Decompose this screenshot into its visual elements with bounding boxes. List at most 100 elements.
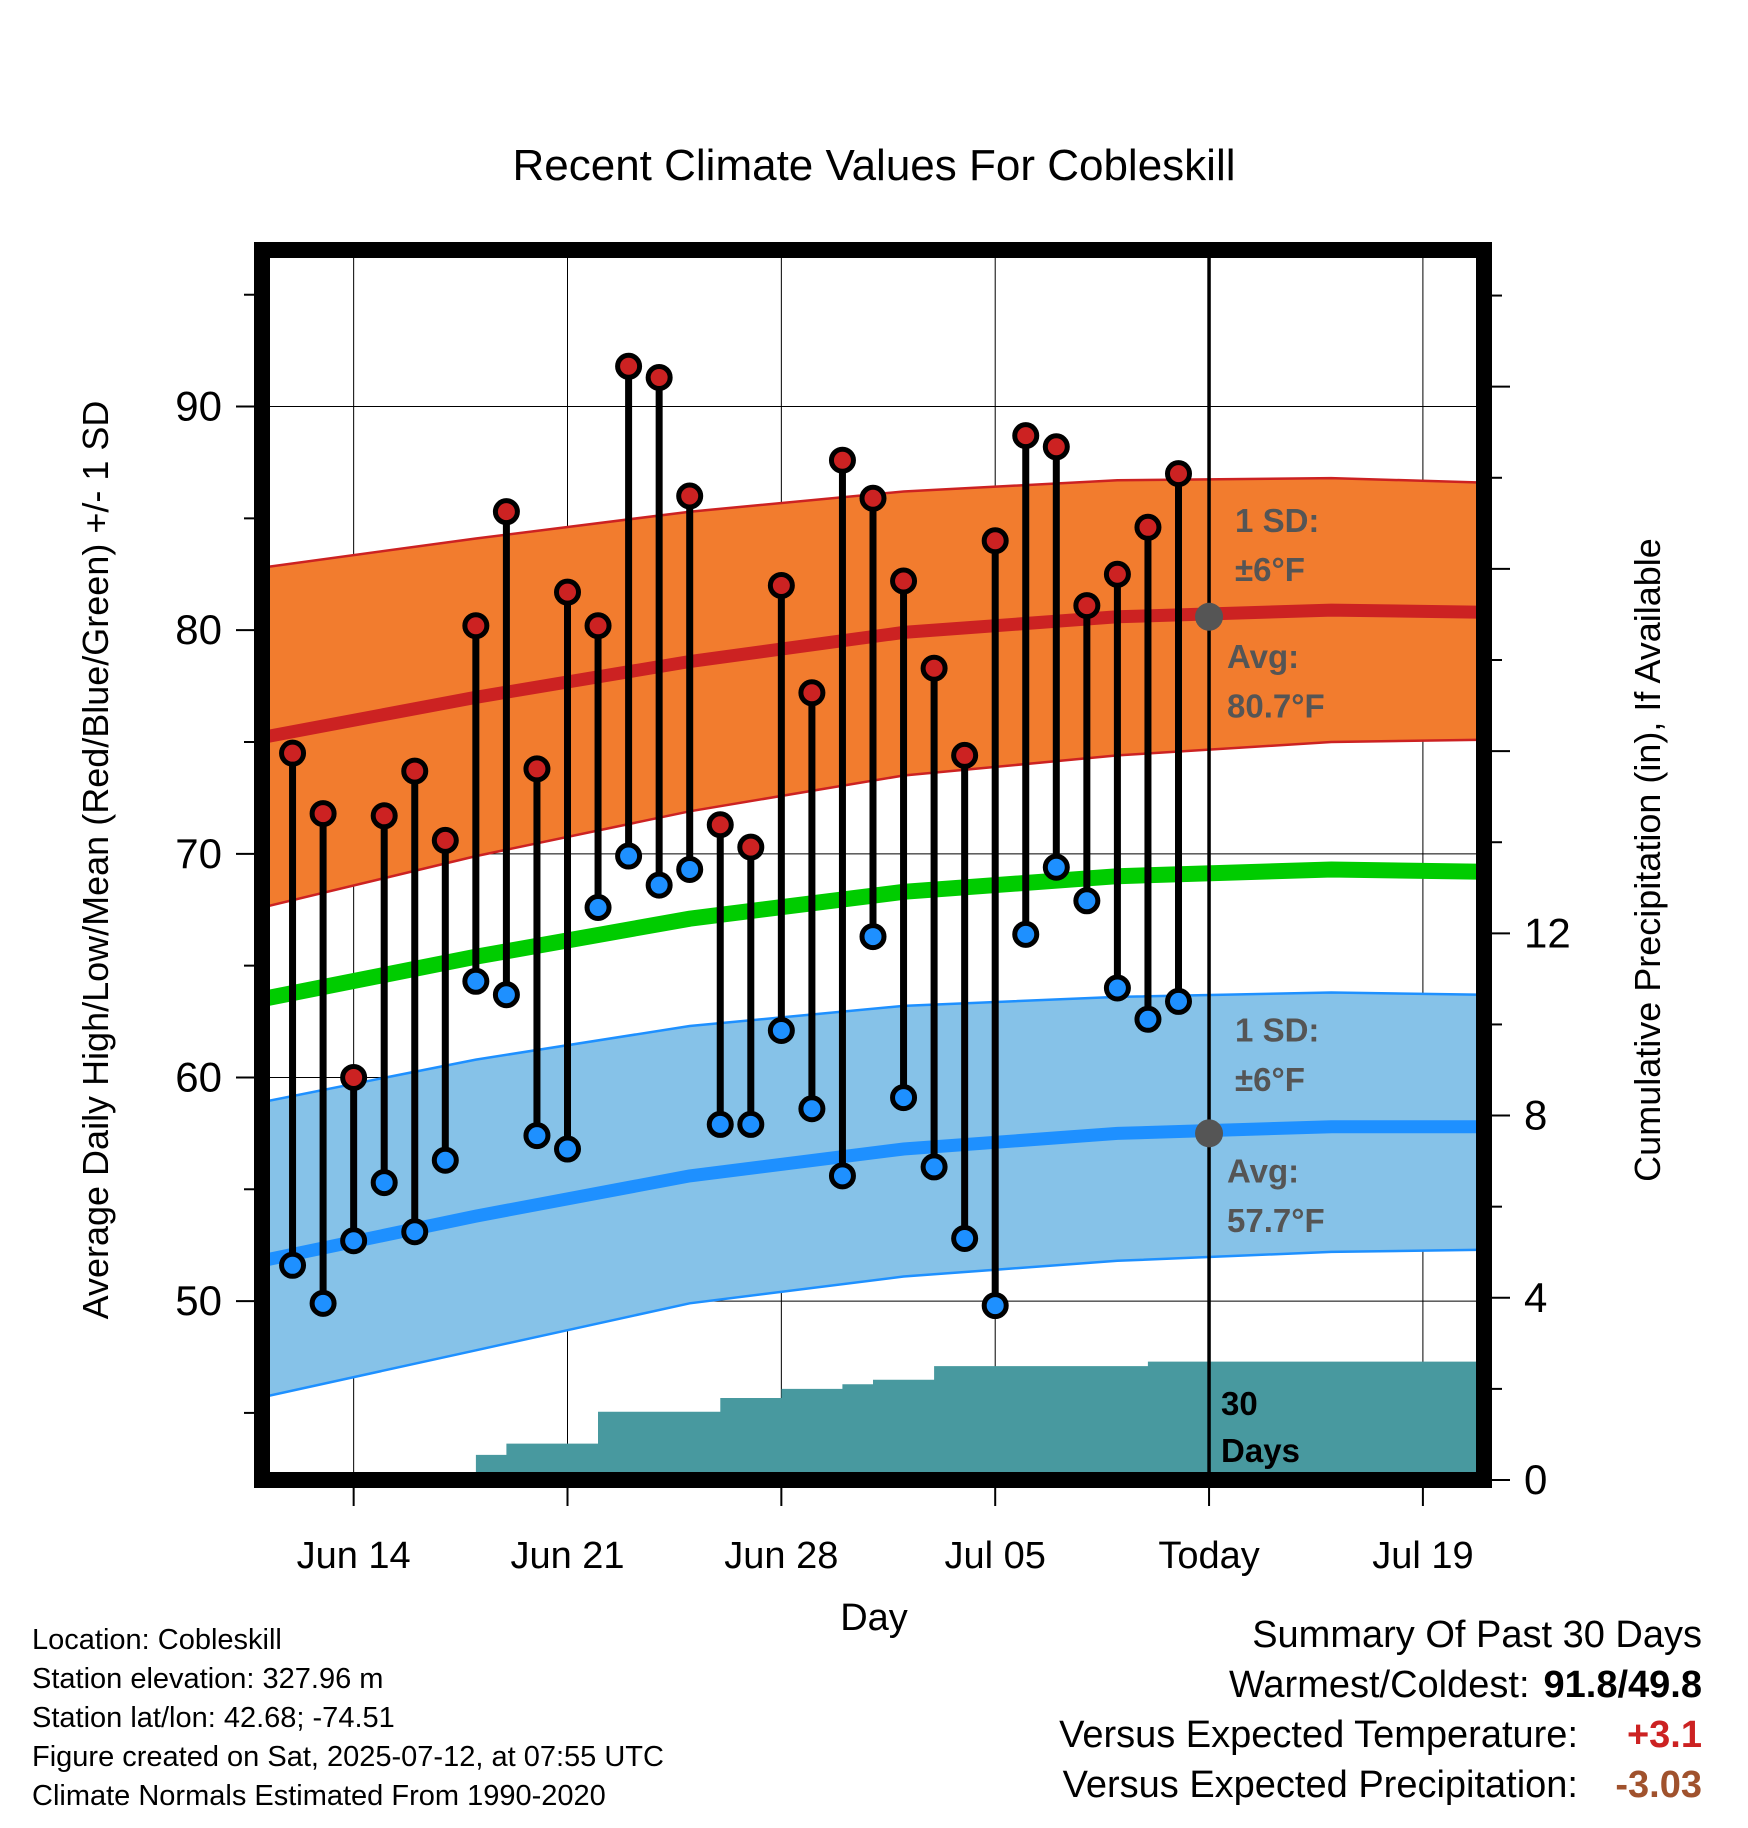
high-temp-point xyxy=(462,612,490,640)
summary-precip: Versus Expected Precipitation: -3.03 xyxy=(1059,1760,1702,1810)
low-temp-point xyxy=(1042,853,1070,881)
y2-tick-label: 12 xyxy=(1524,909,1571,956)
high-temp-point xyxy=(492,498,520,526)
elevation-text: Station elevation: 327.96 m xyxy=(32,1663,384,1695)
station-info: Location: Cobleskill Station elevation: … xyxy=(32,1621,664,1816)
low-temp-point xyxy=(920,1153,948,1181)
high-temp-point xyxy=(951,741,979,769)
low-temp-point xyxy=(737,1110,765,1138)
high-temp-point xyxy=(431,826,459,854)
low-sd-label: 1 SD: xyxy=(1235,1012,1319,1049)
temp-anomaly-label: Versus Expected Temperature: xyxy=(1059,1714,1578,1756)
summary-panel: Summary Of Past 30 Days Warmest/Coldest:… xyxy=(1059,1610,1702,1810)
warm-cold-value: 91.8/49.8 xyxy=(1543,1664,1702,1706)
high-temp-point xyxy=(1073,592,1101,620)
y-tick-label: 90 xyxy=(175,383,222,430)
x-tick-label: Jul 19 xyxy=(1372,1535,1473,1577)
y-axis-label: Average Daily High/Low/Mean (Red/Blue/Gr… xyxy=(75,401,116,1320)
y2-tick-label: 8 xyxy=(1524,1092,1547,1139)
high-temp-point xyxy=(920,654,948,682)
low-temp-point xyxy=(1134,1005,1162,1033)
high-temp-point xyxy=(279,739,307,767)
y-tick-label: 60 xyxy=(175,1053,222,1100)
low-temp-point xyxy=(584,893,612,921)
precip-area xyxy=(445,1361,1484,1480)
plot-area: 1 SD: ±6°F Avg: 80.7°F 1 SD: ±6°F Avg: 57.7°F 30… xyxy=(175,242,1571,1577)
high-temp-point xyxy=(1042,433,1070,461)
y-tick-label: 70 xyxy=(175,830,222,877)
x-tick-label: Jun 21 xyxy=(510,1535,624,1577)
high-sd-value: ±6°F xyxy=(1235,551,1305,588)
created-text: Figure created on Sat, 2025-07-12, at 07… xyxy=(32,1741,664,1773)
y-tick-label: 50 xyxy=(175,1277,222,1324)
low-temp-point xyxy=(1073,887,1101,915)
high-temp-point xyxy=(798,679,826,707)
low-temp-point xyxy=(554,1135,581,1163)
today-low-normal-marker xyxy=(1195,1119,1224,1148)
high-temp-point xyxy=(737,833,765,861)
high-sd-label: 1 SD: xyxy=(1235,502,1319,539)
period-count: 30 xyxy=(1221,1385,1258,1422)
high-temp-point xyxy=(584,612,612,640)
high-temp-point xyxy=(1134,513,1162,541)
high-sd-upper-edge xyxy=(262,476,1484,569)
x-tick-label: Today xyxy=(1158,1535,1259,1577)
high-temp-point xyxy=(767,571,795,599)
y2-axis-label: Cumulative Precipitation (in), If Availa… xyxy=(1627,538,1668,1182)
high-avg-value: 80.7°F xyxy=(1227,687,1325,724)
high-temp-point xyxy=(1103,560,1131,588)
x-axis-label: Day xyxy=(840,1597,908,1639)
location-text: Location: Cobleskill xyxy=(32,1624,282,1656)
low-temp-point xyxy=(981,1292,1009,1320)
low-temp-point xyxy=(645,871,673,899)
low-sd-value: ±6°F xyxy=(1235,1061,1305,1098)
plot-inner xyxy=(262,250,1484,1480)
low-temp-point xyxy=(676,855,704,883)
temp-anomaly-value: +3.1 xyxy=(1626,1714,1702,1756)
today-high-normal-marker xyxy=(1195,602,1224,631)
high-temp-point xyxy=(340,1063,368,1091)
low-temp-point xyxy=(828,1162,856,1190)
chart-title: Recent Climate Values For Cobleskill xyxy=(512,141,1235,190)
low-temp-point xyxy=(706,1110,734,1138)
low-temp-point xyxy=(767,1016,795,1044)
low-temp-point xyxy=(401,1218,429,1246)
precip-anomaly-value: -3.03 xyxy=(1615,1764,1702,1806)
summary-temp: Versus Expected Temperature: +3.1 xyxy=(1059,1710,1702,1760)
low-sd-lower-edge xyxy=(262,1248,1484,1399)
high-temp-point xyxy=(1012,422,1040,450)
plot-frame xyxy=(254,242,1492,1488)
high-temp-point xyxy=(615,352,643,380)
high-avg-label: Avg: xyxy=(1227,638,1299,675)
high-temp-point xyxy=(859,484,887,512)
low-normal-line xyxy=(262,1120,1484,1268)
high-temp-point xyxy=(370,802,398,830)
x-tick-label: Jul 05 xyxy=(944,1535,1045,1577)
high-temp-point xyxy=(645,363,673,391)
low-temp-point xyxy=(890,1084,918,1112)
low-temp-point xyxy=(1165,987,1192,1015)
low-temp-point xyxy=(1103,974,1131,1002)
summary-title: Summary Of Past 30 Days xyxy=(1252,1614,1702,1656)
high-temp-point xyxy=(523,755,551,783)
low-temp-point xyxy=(523,1122,551,1150)
precip-anomaly-label: Versus Expected Precipitation: xyxy=(1062,1764,1578,1806)
high-temp-point xyxy=(706,811,734,839)
latlon-text: Station lat/lon: 42.68; -74.51 xyxy=(32,1702,395,1734)
low-temp-point xyxy=(492,981,520,1009)
low-temp-point xyxy=(309,1289,337,1317)
normals-text: Climate Normals Estimated From 1990-2020 xyxy=(32,1780,606,1812)
x-tick-label: Jun 14 xyxy=(297,1535,411,1577)
high-temp-point xyxy=(401,757,429,785)
high-temp-point xyxy=(1165,460,1192,488)
low-temp-point xyxy=(951,1224,979,1252)
low-temp-point xyxy=(859,923,887,951)
low-temp-point xyxy=(462,967,490,995)
high-temp-point xyxy=(890,567,918,595)
low-avg-value: 57.7°F xyxy=(1227,1202,1325,1239)
y-tick-label: 80 xyxy=(175,606,222,653)
low-temp-point xyxy=(1012,920,1040,948)
y2-tick-label: 4 xyxy=(1524,1274,1547,1321)
low-temp-point xyxy=(615,842,643,870)
